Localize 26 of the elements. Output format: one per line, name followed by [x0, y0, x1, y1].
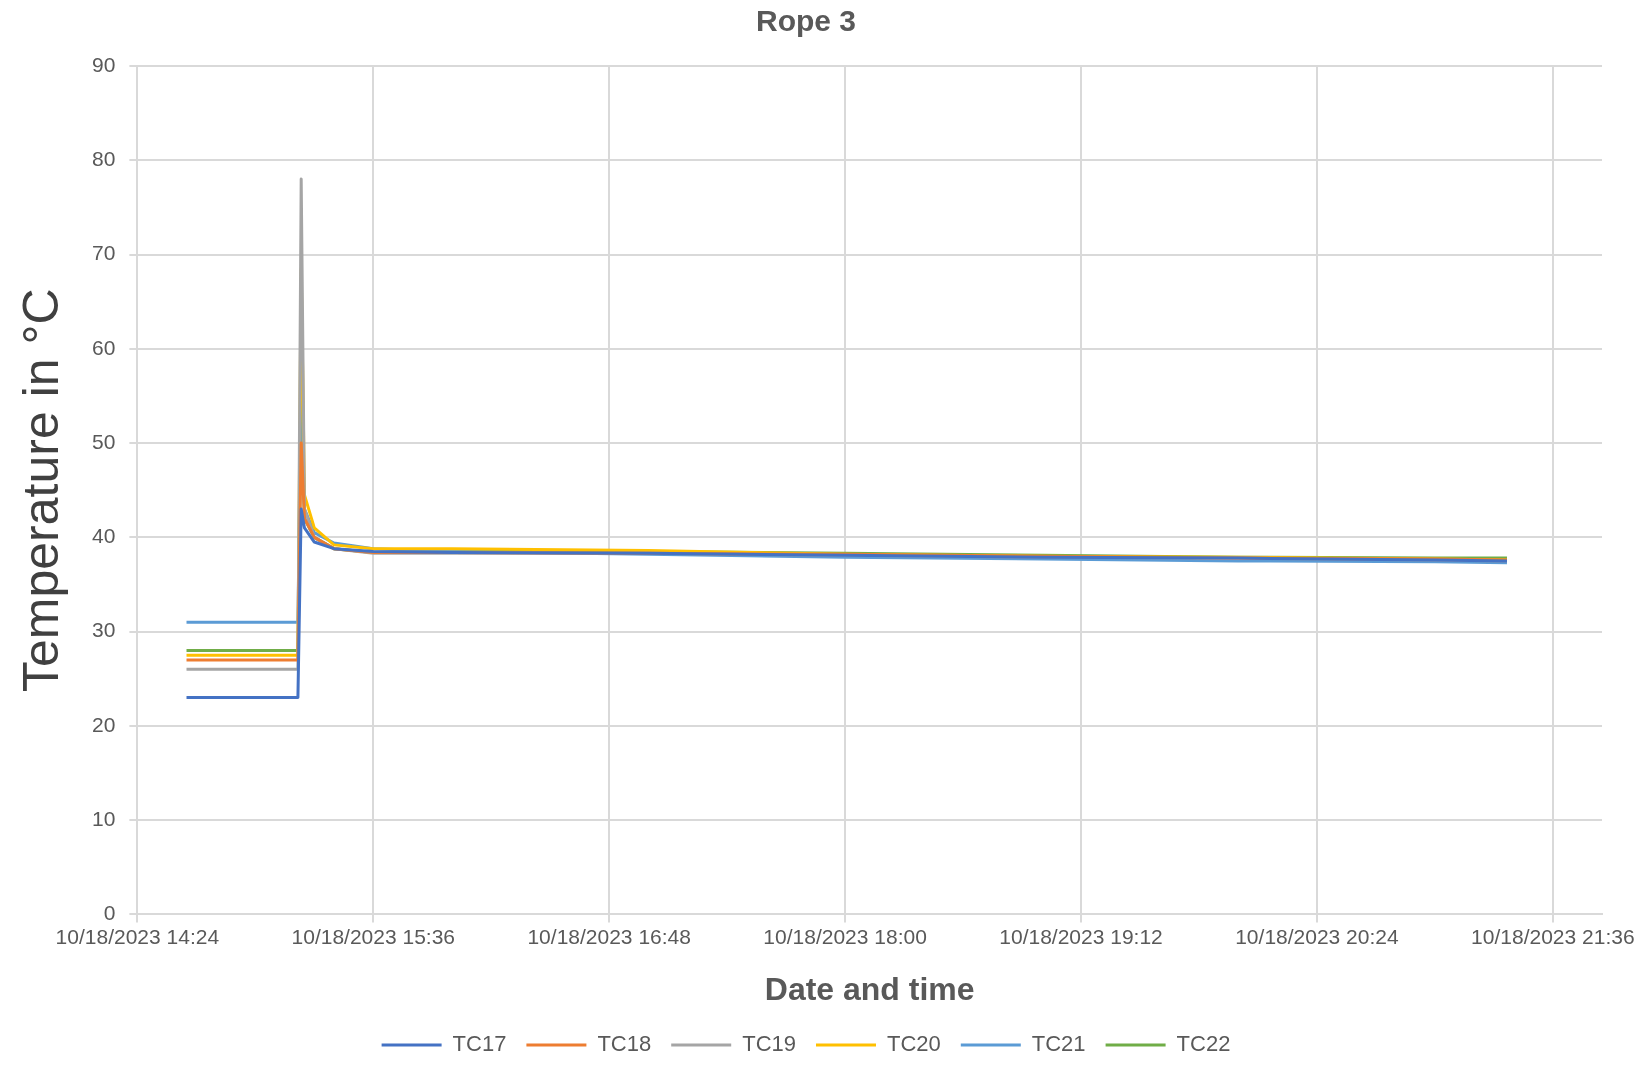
x-tick-label: 10/18/2023 20:24: [1235, 924, 1399, 948]
legend-label: TC22: [1176, 1031, 1231, 1057]
y-tick-label: 70: [92, 241, 116, 265]
y-tick-label: 10: [92, 806, 116, 830]
x-tick-label: 10/18/2023 16:48: [527, 924, 691, 948]
y-tick-label: 50: [92, 429, 116, 453]
y-tick-label: 90: [92, 52, 116, 76]
x-tick-label: 10/18/2023 18:00: [763, 924, 927, 948]
x-tick-label: 10/18/2023 14:24: [55, 924, 220, 948]
y-tick-label: 60: [92, 335, 116, 359]
y-tick-label: 30: [92, 618, 116, 642]
legend-label: TC20: [887, 1031, 941, 1057]
legend-label: TC18: [597, 1031, 652, 1057]
y-tick-label: 0: [103, 901, 116, 925]
legend-label: TC21: [1031, 1031, 1086, 1057]
x-axis-title: Date and time: [764, 970, 975, 1007]
y-tick-label: 20: [92, 712, 116, 736]
y-tick-label: 40: [92, 524, 116, 548]
legend-label: TC17: [452, 1031, 507, 1057]
y-tick-label: 80: [92, 147, 116, 171]
x-tick-label: 10/18/2023 21:36: [1471, 924, 1635, 948]
y-axis-title: Temperature in °C: [12, 288, 69, 692]
chart-title: Rope 3: [755, 4, 857, 38]
x-tick-label: 10/18/2023 15:36: [291, 924, 456, 948]
legend-label: TC19: [742, 1031, 796, 1057]
x-tick-label: 10/18/2023 19:12: [999, 924, 1163, 948]
